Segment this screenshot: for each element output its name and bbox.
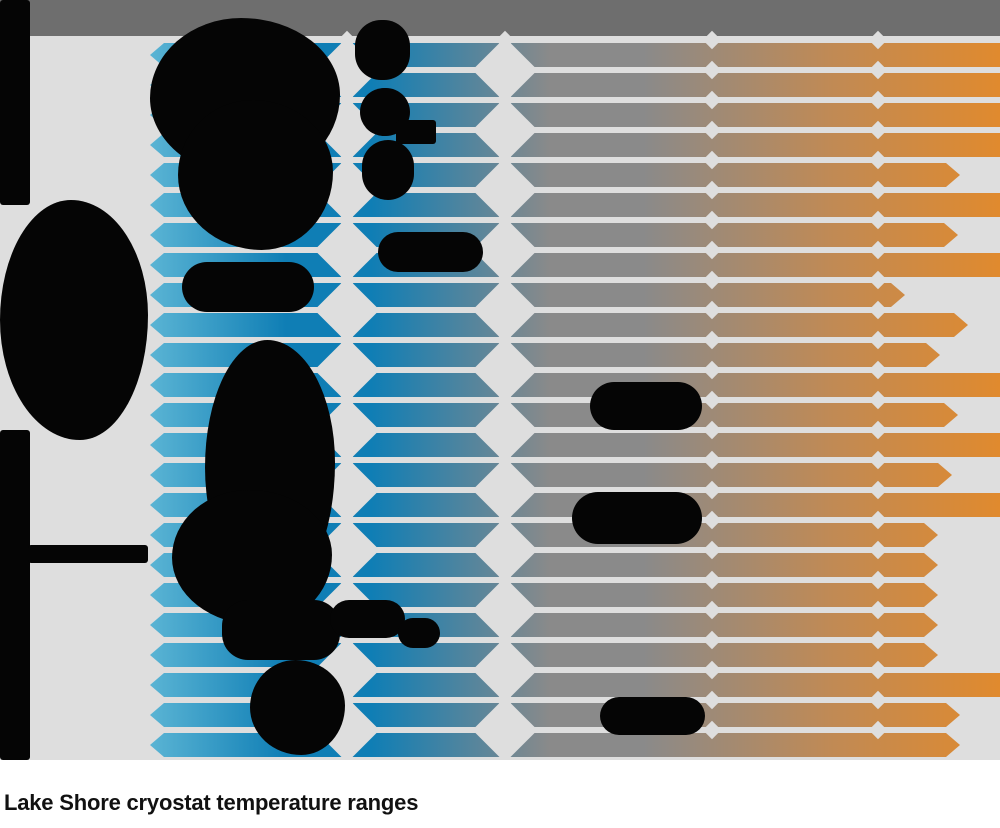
redacted-label	[398, 618, 440, 648]
chart-plot-area	[0, 0, 1000, 760]
redacted-label	[0, 0, 30, 205]
redacted-label	[396, 120, 436, 144]
redacted-label	[590, 382, 702, 430]
redacted-label	[28, 545, 148, 563]
gridline-column	[868, 0, 888, 760]
chart-bar-row	[0, 310, 1000, 340]
redacted-label	[572, 492, 702, 544]
redacted-label	[330, 600, 405, 638]
redacted-label	[600, 697, 705, 735]
redacted-label	[0, 430, 30, 760]
gridline-column	[472, 0, 538, 760]
redacted-label	[222, 600, 340, 660]
redacted-label	[250, 660, 345, 755]
redacted-label	[182, 262, 314, 312]
redacted-label	[378, 232, 483, 272]
chart-header-band	[0, 0, 1000, 36]
temperature-range-bar[interactable]	[150, 313, 968, 337]
gridline-column	[702, 0, 722, 760]
gridline-column	[314, 0, 380, 760]
chart-caption: Lake Shore cryostat temperature ranges	[4, 790, 419, 815]
redacted-label	[0, 200, 148, 440]
redacted-label	[362, 140, 414, 200]
redacted-label	[355, 20, 410, 80]
redacted-label	[178, 100, 333, 250]
